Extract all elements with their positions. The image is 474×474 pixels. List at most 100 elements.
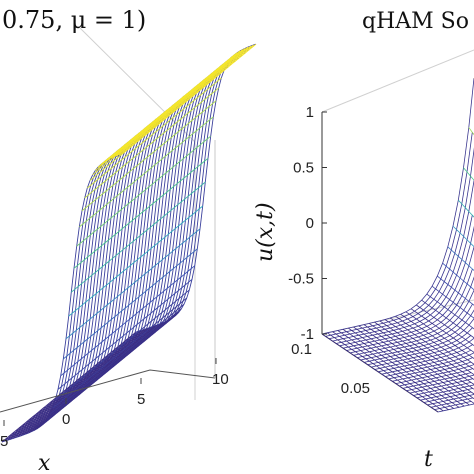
left-mesh-line xyxy=(44,312,179,423)
right-z-tick-label: -0.5 xyxy=(288,271,314,288)
right-mesh-line xyxy=(337,330,454,409)
right-mesh-line xyxy=(342,328,460,408)
right-z-axis-label: u(x,t) xyxy=(253,202,278,262)
right-mesh-line xyxy=(332,331,449,411)
left-x-tick-label: 5 xyxy=(137,391,145,408)
right-mesh-line xyxy=(326,332,444,412)
right-mesh-line xyxy=(374,337,474,370)
left-mesh-line xyxy=(81,100,217,212)
left-mesh-line xyxy=(71,181,206,293)
left-mesh-line xyxy=(76,135,211,247)
left-mesh-line xyxy=(108,49,243,160)
right-mesh-line xyxy=(431,285,474,319)
left-mesh-line xyxy=(15,327,150,439)
left-surface-panel: 0.75, μ = 1) 5 0 5 10 x xyxy=(0,6,257,474)
right-t-tick-label: 0.1 xyxy=(291,341,312,358)
right-t-tick-labels: 0.1 0.05 xyxy=(291,341,370,397)
right-mesh-line xyxy=(437,275,474,306)
right-mesh-line xyxy=(402,372,472,389)
right-mesh-line xyxy=(379,320,474,385)
right-mesh-line xyxy=(416,384,474,399)
left-mesh-line xyxy=(87,77,222,189)
right-mesh-line xyxy=(353,326,470,406)
left-mesh-line xyxy=(52,297,187,409)
right-mesh-line xyxy=(410,308,474,353)
right-chart-title: qHAM So xyxy=(362,9,469,34)
right-z-tick-label: 1 xyxy=(306,104,314,121)
left-mesh-line xyxy=(73,157,209,269)
left-mesh-line xyxy=(9,329,145,440)
right-mesh-line xyxy=(347,327,465,407)
left-chart-title: 0.75, μ = 1) xyxy=(2,6,146,34)
left-box-front-edge xyxy=(0,369,216,413)
left-mesh-line xyxy=(12,328,147,439)
right-box-top-edge xyxy=(321,49,474,113)
right-mesh-line xyxy=(406,374,474,392)
left-x-axis-label: x xyxy=(38,451,51,474)
right-z-tick-label: 0.5 xyxy=(293,160,314,177)
left-mesh-line xyxy=(65,228,201,340)
right-mesh-line xyxy=(423,391,472,403)
left-mesh-line xyxy=(79,116,214,228)
right-mesh-line xyxy=(400,313,474,365)
right-mesh-line xyxy=(421,299,474,339)
left-x-tick-label: 10 xyxy=(212,371,229,388)
left-mesh-line xyxy=(49,303,185,415)
right-mesh-line xyxy=(405,311,474,360)
right-mesh-line xyxy=(321,333,439,413)
left-axes-box-front xyxy=(0,140,216,413)
left-mesh-line xyxy=(47,308,182,420)
left-mesh-line xyxy=(119,44,254,156)
left-mesh-line xyxy=(113,46,249,158)
right-mesh-line xyxy=(434,401,472,410)
left-mesh-line xyxy=(23,324,158,436)
right-mesh-line xyxy=(413,382,472,396)
right-surface-mesh xyxy=(321,77,474,413)
right-mesh-line xyxy=(364,318,474,363)
left-mesh-line xyxy=(60,265,195,377)
left-mesh-line xyxy=(111,47,246,159)
left-x-tick-label: 5 xyxy=(0,433,8,450)
right-mesh-line xyxy=(358,325,474,404)
right-mesh-line xyxy=(392,361,472,382)
left-mesh-line xyxy=(57,279,193,390)
right-mesh-line xyxy=(437,403,474,413)
left-mesh-line xyxy=(84,87,219,199)
right-mesh-line xyxy=(442,262,474,291)
left-mesh-line xyxy=(33,320,169,431)
right-mesh-line xyxy=(321,77,474,335)
right-z-tick-labels: 1 0.5 0 -0.5 -1 xyxy=(288,104,327,343)
left-mesh-line xyxy=(121,43,257,155)
right-mesh-line xyxy=(395,315,474,370)
right-mesh-line xyxy=(447,246,474,272)
right-mesh-line xyxy=(385,352,474,377)
right-mesh-line xyxy=(332,180,474,342)
right-mesh-line xyxy=(389,317,474,376)
left-x-tick-labels: 5 0 5 10 xyxy=(0,358,229,450)
right-mesh-line xyxy=(427,394,474,406)
left-x-tick-label: 0 xyxy=(62,411,70,428)
right-z-tick-label: -1 xyxy=(301,326,314,343)
right-mesh-line xyxy=(384,319,474,381)
left-mesh-line xyxy=(63,248,198,360)
left-mesh-line xyxy=(68,205,203,317)
right-mesh-line xyxy=(381,349,472,375)
right-mesh-line xyxy=(452,225,474,248)
right-mesh-line xyxy=(363,324,474,400)
right-mesh-line xyxy=(371,335,472,368)
left-mesh-line xyxy=(105,50,241,162)
left-mesh-line xyxy=(1,331,137,443)
left-mesh-line xyxy=(55,289,190,401)
right-mesh-line xyxy=(395,364,474,384)
right-mesh-line xyxy=(416,304,474,347)
left-mesh-line xyxy=(28,322,163,434)
right-mesh-line xyxy=(353,289,474,356)
left-surface-mesh xyxy=(1,43,257,443)
right-mesh-line xyxy=(343,246,474,349)
right-z-tick-label: 0 xyxy=(306,215,314,232)
left-mesh-line xyxy=(7,329,142,441)
right-mesh-line xyxy=(426,293,474,330)
right-t-axis-label: t xyxy=(424,447,433,472)
right-t-tick-label: 0.05 xyxy=(341,380,370,397)
